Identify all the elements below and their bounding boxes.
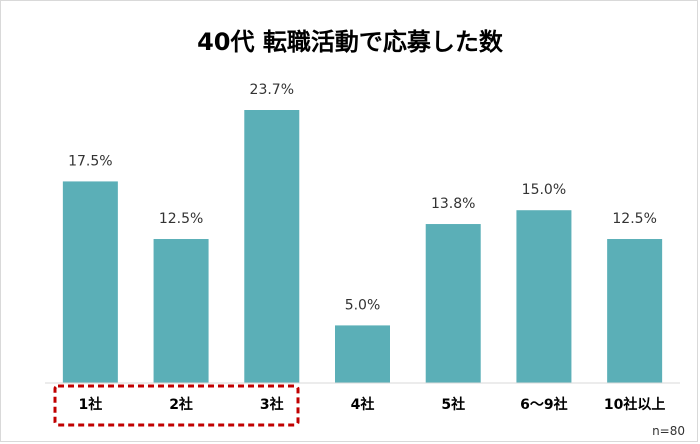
category-label-1: 1社 bbox=[78, 396, 102, 413]
value-label-6: 15.0% bbox=[522, 182, 566, 198]
category-label-6: 6～9社 bbox=[520, 396, 567, 413]
bar-4 bbox=[335, 325, 390, 383]
value-label-3: 23.7% bbox=[250, 82, 294, 98]
value-label-7: 12.5% bbox=[612, 211, 656, 227]
category-label-3: 3社 bbox=[260, 396, 284, 413]
value-label-5: 13.8% bbox=[431, 196, 475, 212]
bar-5 bbox=[425, 224, 481, 383]
category-label-4: 4社 bbox=[351, 396, 375, 413]
bar-3 bbox=[244, 110, 300, 383]
bar-7 bbox=[607, 239, 663, 383]
sample-size-note: n=80 bbox=[652, 424, 685, 438]
value-label-4: 5.0% bbox=[345, 297, 381, 313]
bar-6 bbox=[516, 210, 572, 383]
category-label-5: 5社 bbox=[441, 396, 465, 413]
category-label-7: 10社以上 bbox=[604, 396, 665, 413]
value-label-2: 12.5% bbox=[159, 211, 203, 227]
bar-2 bbox=[153, 239, 209, 383]
category-label-2: 2社 bbox=[169, 396, 193, 413]
bar-1 bbox=[62, 181, 118, 383]
value-label-1: 17.5% bbox=[68, 153, 112, 169]
chart-title: 40代 転職活動で応募した数 bbox=[197, 28, 504, 56]
bars-group: 17.5% 1社 12.5% 2社 23.7% 3社 5.0% 4社 13.8% 5社 15.0% 6… bbox=[62, 82, 665, 413]
